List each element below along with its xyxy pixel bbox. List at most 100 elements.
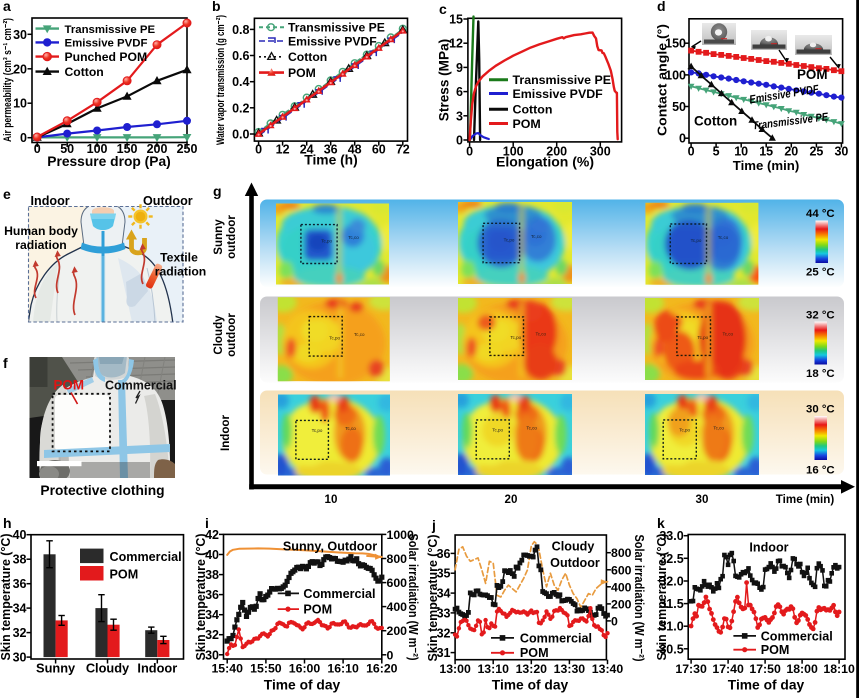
svg-text:c: c (439, 1, 447, 17)
svg-text:0: 0 (611, 614, 618, 628)
svg-text:42: 42 (205, 528, 219, 542)
svg-text:Skin temperature (°C): Skin temperature (°C) (193, 534, 208, 661)
svg-text:10: 10 (13, 97, 27, 111)
svg-text:Cotton: Cotton (65, 65, 104, 79)
svg-text:Tc,po: Tc,po (510, 335, 521, 340)
svg-text:Tc,po: Tc,po (329, 335, 340, 340)
svg-text:100: 100 (87, 142, 108, 156)
svg-text:Indoor: Indoor (749, 541, 788, 555)
svg-text:150: 150 (665, 37, 686, 51)
svg-text:Tc,co: Tc,co (348, 235, 359, 240)
svg-text:17:40: 17:40 (712, 662, 744, 676)
svg-text:200: 200 (611, 597, 632, 611)
svg-text:30.5: 30.5 (659, 642, 683, 656)
svg-text:17:30: 17:30 (675, 662, 707, 676)
svg-text:Indoor: Indoor (137, 661, 177, 676)
svg-text:Outdoor: Outdoor (550, 556, 600, 570)
svg-text:40: 40 (13, 528, 27, 542)
svg-text:g: g (213, 183, 222, 199)
svg-text:34: 34 (205, 608, 219, 622)
svg-text:100: 100 (503, 144, 524, 158)
svg-text:30: 30 (13, 651, 27, 665)
svg-text:20: 20 (13, 62, 27, 76)
svg-text:0: 0 (679, 132, 686, 146)
svg-text:Elongation (%): Elongation (%) (496, 154, 594, 170)
svg-text:Cotton: Cotton (288, 50, 327, 64)
svg-text:Indoor: Indoor (219, 414, 232, 451)
svg-text:34: 34 (437, 587, 451, 601)
svg-text:100: 100 (665, 68, 686, 82)
svg-text:600: 600 (387, 576, 408, 590)
svg-text:18:00: 18:00 (786, 662, 818, 676)
svg-text:Commercial: Commercial (105, 379, 177, 393)
svg-text:300: 300 (590, 144, 611, 158)
svg-text:POM: POM (513, 117, 541, 131)
svg-text:36: 36 (13, 577, 27, 591)
svg-text:5: 5 (713, 145, 720, 159)
svg-text:Solar irradiation (W m⁻²): Solar irradiation (W m⁻²) (406, 534, 421, 661)
svg-text:POM: POM (288, 66, 316, 80)
svg-text:Tc,po: Tc,po (697, 335, 708, 340)
svg-text:Emissive PVDF: Emissive PVDF (513, 87, 604, 101)
svg-text:0: 0 (466, 144, 473, 158)
svg-text:18 °C: 18 °C (806, 368, 835, 380)
svg-text:Time of day: Time of day (264, 678, 341, 693)
svg-text:Skin temperature (°C): Skin temperature (°C) (0, 534, 13, 661)
svg-text:13:40: 13:40 (592, 662, 624, 676)
svg-text:13:00: 13:00 (439, 662, 471, 676)
svg-text:Tc,po: Tc,po (691, 238, 702, 243)
svg-text:0.4: 0.4 (232, 75, 249, 89)
svg-text:50: 50 (60, 142, 74, 156)
svg-text:Time (min): Time (min) (733, 158, 799, 173)
svg-text:44 °C: 44 °C (806, 208, 835, 220)
svg-text:33: 33 (437, 606, 451, 620)
svg-text:Contact angle (°): Contact angle (°) (655, 24, 670, 136)
svg-text:150: 150 (117, 142, 138, 156)
svg-text:33.0: 33.0 (659, 529, 683, 543)
svg-text:12: 12 (449, 37, 463, 51)
svg-text:POM: POM (761, 643, 790, 657)
svg-text:Commercial: Commercial (520, 631, 592, 645)
svg-text:Tc,co: Tc,co (713, 426, 724, 431)
svg-text:Time (min): Time (min) (776, 493, 835, 506)
svg-text:Skin temperature (°C): Skin temperature (°C) (425, 535, 440, 662)
svg-text:POM: POM (54, 378, 85, 393)
svg-text:Transmissive PE: Transmissive PE (513, 73, 612, 87)
svg-text:Outdoor: Outdoor (143, 194, 193, 208)
svg-text:Tc,po: Tc,po (321, 238, 332, 243)
svg-text:Sunny, Outdoor: Sunny, Outdoor (283, 540, 377, 554)
svg-text:0.8: 0.8 (232, 23, 249, 37)
svg-text:38: 38 (205, 568, 219, 582)
svg-text:36: 36 (324, 143, 338, 157)
svg-text:0.0: 0.0 (232, 128, 249, 142)
svg-text:Tc,co: Tc,co (536, 332, 547, 337)
svg-text:Emissive PVDF: Emissive PVDF (65, 38, 148, 50)
svg-text:25 °C: 25 °C (806, 267, 835, 279)
svg-text:Cotton: Cotton (694, 114, 737, 129)
svg-text:3: 3 (456, 109, 463, 123)
svg-text:Tc,po: Tc,po (492, 427, 503, 432)
svg-text:0: 0 (387, 648, 394, 662)
svg-text:16:20: 16:20 (366, 662, 398, 676)
svg-text:Cotton: Cotton (513, 103, 553, 117)
svg-text:400: 400 (387, 600, 408, 614)
svg-text:outdoor: outdoor (225, 313, 238, 357)
svg-text:50: 50 (672, 100, 686, 114)
svg-text:10: 10 (734, 145, 748, 159)
svg-text:20: 20 (784, 145, 798, 159)
svg-text:h: h (3, 515, 12, 531)
svg-text:radiation: radiation (155, 265, 206, 279)
svg-text:0: 0 (255, 143, 262, 157)
svg-text:32: 32 (205, 628, 219, 642)
svg-text:16:00: 16:00 (289, 662, 321, 676)
svg-text:36: 36 (205, 588, 219, 602)
svg-text:16:10: 16:10 (327, 662, 359, 676)
svg-text:35: 35 (437, 567, 451, 581)
svg-text:32: 32 (13, 626, 27, 640)
svg-text:72: 72 (396, 143, 410, 157)
svg-text:15: 15 (759, 145, 773, 159)
svg-text:f: f (3, 355, 8, 371)
svg-text:Tc,co: Tc,co (531, 234, 542, 239)
svg-text:30: 30 (13, 28, 27, 42)
svg-text:32.0: 32.0 (659, 575, 683, 589)
